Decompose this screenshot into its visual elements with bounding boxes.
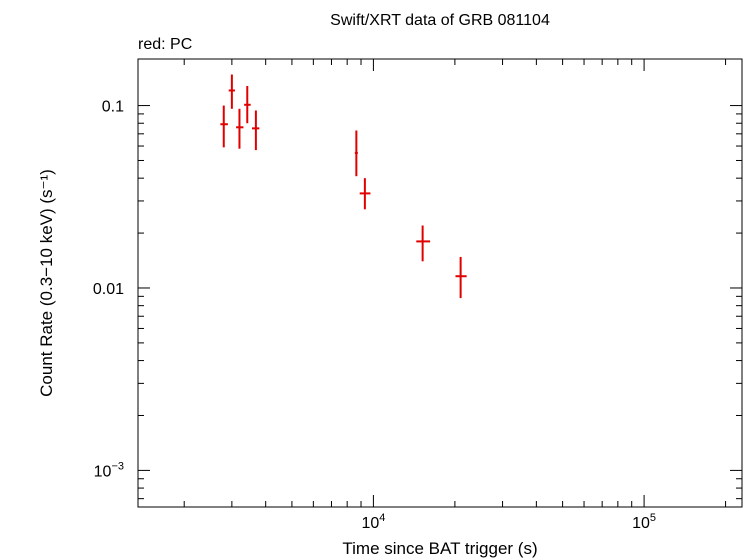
data-point (354, 130, 358, 177)
y-tick-label-exponent: −3 (111, 460, 124, 472)
x-tick-label-base: 10 (632, 515, 650, 532)
data-point (416, 225, 431, 262)
x-tick-label: 105 (632, 512, 656, 532)
chart-subtitle: red: PC (138, 36, 192, 53)
y-axis-label: Count Rate (0.3−10 keV) (s⁻¹) (37, 169, 56, 397)
y-tick-label: 0.1 (102, 99, 124, 116)
y-tick-label: 10−3 (94, 460, 124, 480)
data-point (228, 74, 235, 109)
data-point (359, 178, 371, 210)
data-point (244, 86, 251, 124)
data-points (220, 74, 467, 299)
data-point (220, 105, 228, 148)
axis-ticks (138, 59, 742, 507)
x-tick-label-base: 10 (361, 515, 379, 532)
y-tick-label: 0.01 (93, 281, 124, 298)
x-tick-label: 104 (361, 512, 385, 532)
y-tick-label-base: 10 (94, 463, 112, 480)
chart-title: Swift/XRT data of GRB 081104 (330, 12, 550, 29)
x-axis-label: Time since BAT trigger (s) (342, 539, 537, 558)
data-point (236, 108, 244, 149)
x-tick-label-exponent: 4 (379, 512, 385, 524)
x-tick-label-exponent: 5 (650, 512, 656, 524)
data-point (251, 110, 260, 151)
plot-frame (137, 58, 743, 508)
data-point (455, 256, 467, 299)
